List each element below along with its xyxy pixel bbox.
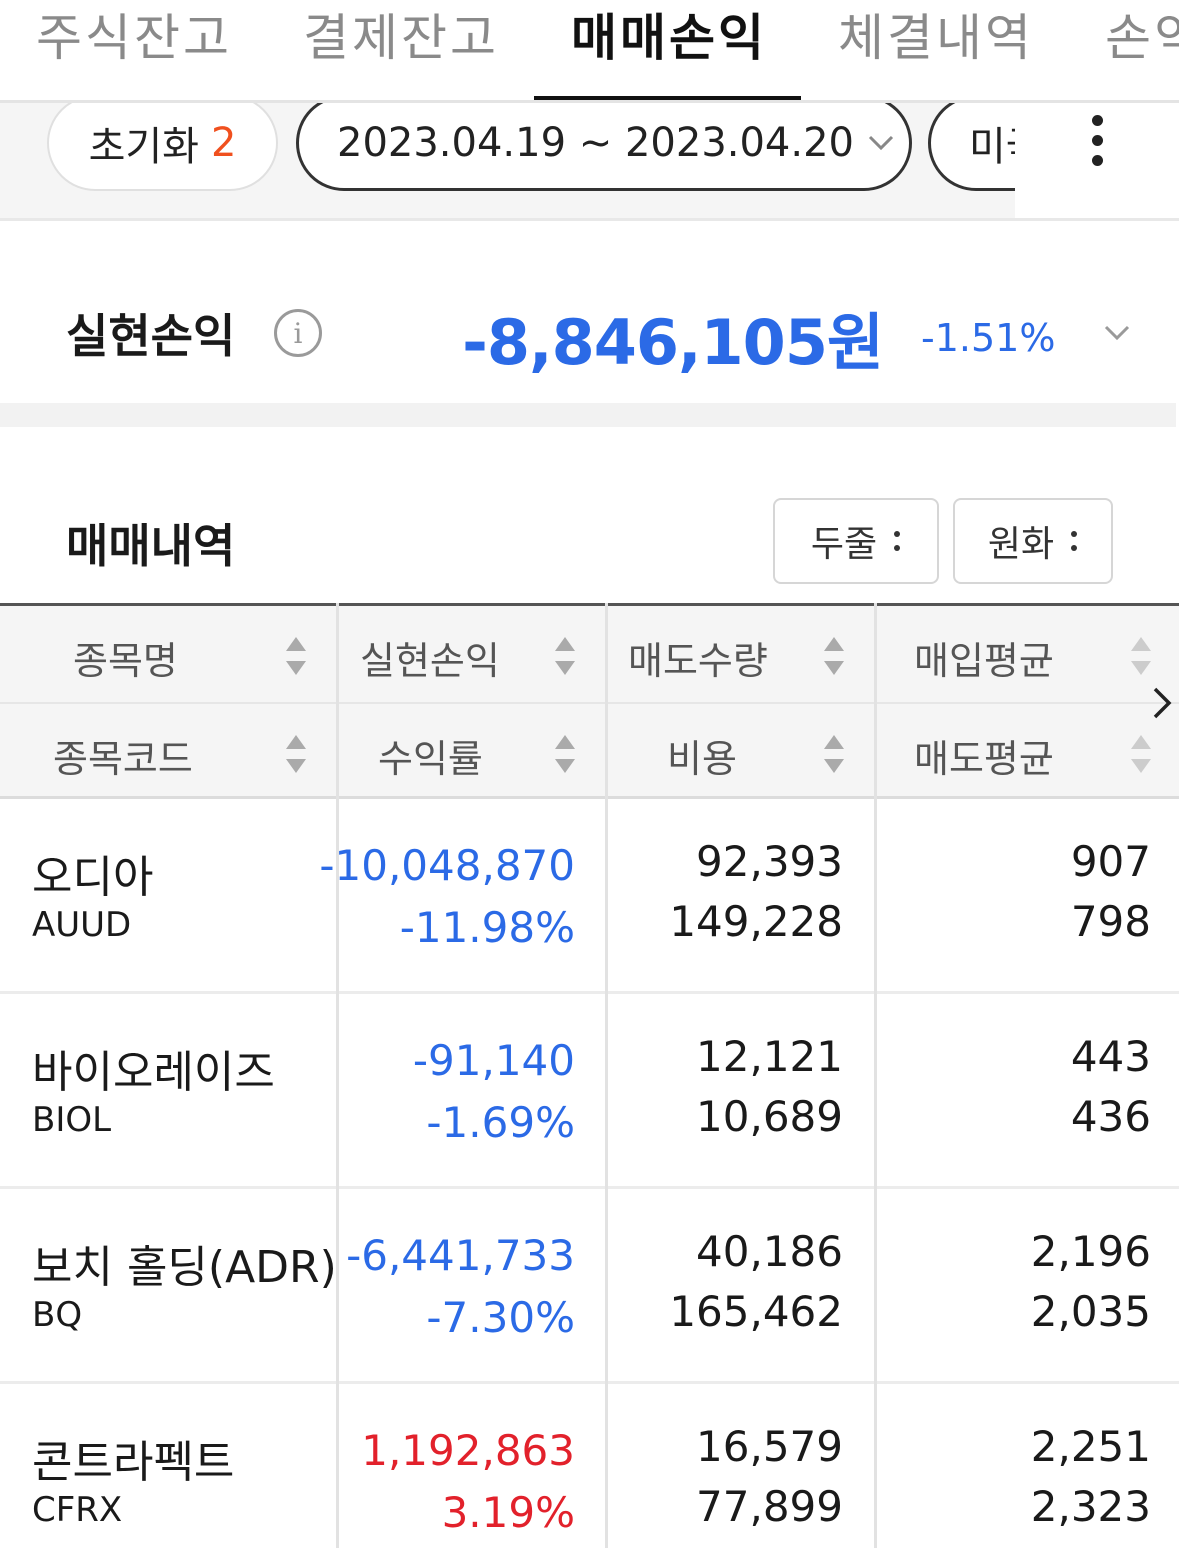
header-buy-average[interactable]: 매입평균: [914, 639, 1054, 683]
filter-divider: [0, 218, 1179, 221]
reset-count: 2: [210, 120, 237, 166]
reset-filters-button[interactable]: 초기화 2: [47, 103, 278, 191]
cost: 165,462: [669, 1287, 843, 1336]
tab-stock-balance[interactable]: 주식잔고: [36, 9, 232, 67]
sort-icon[interactable]: [1130, 733, 1152, 775]
buy-average: 2,196: [1030, 1227, 1151, 1276]
stock-name: 콘트라펙트: [32, 1437, 235, 1488]
header-cost[interactable]: 비용: [667, 737, 737, 781]
trade-history-title: 매매내역: [66, 519, 236, 573]
active-tab-indicator: [534, 96, 801, 100]
stock-code: BQ: [32, 1295, 83, 1335]
top-tab-bar: 주식잔고 결제잔고 매매손익 체결내역 손익: [0, 0, 1179, 100]
realized-pnl-rate: -1.51%: [921, 316, 1056, 360]
sell-average: 436: [1070, 1092, 1151, 1141]
stock-code: BIOL: [32, 1100, 112, 1140]
reset-label: 초기화: [88, 124, 199, 170]
header-sell-average[interactable]: 매도평균: [914, 737, 1054, 781]
header-row-divider: [0, 702, 1179, 704]
return-rate: -11.98%: [399, 903, 575, 952]
return-rate: 3.19%: [441, 1488, 575, 1537]
stock-name: 오디아: [32, 852, 154, 903]
section-separator: [0, 403, 1176, 427]
buy-average: 2,251: [1030, 1422, 1151, 1471]
header-sell-quantity[interactable]: 매도수량: [628, 639, 768, 683]
sort-icon[interactable]: [285, 733, 307, 775]
realized-pnl-value: -8,846,105원: [462, 306, 884, 379]
stock-name: 보치 홀딩(ADR): [32, 1242, 337, 1293]
table-row[interactable]: 오디아 AUUD -10,048,870 -11.98% 92,393 149,…: [0, 799, 1179, 994]
expand-chevron-icon[interactable]: [1103, 318, 1131, 346]
currency-button[interactable]: 원화: [953, 498, 1113, 584]
sort-icon[interactable]: [554, 635, 576, 677]
table-row[interactable]: 보치 홀딩(ADR) BQ -6,441,733 -7.30% 40,186 1…: [0, 1189, 1179, 1384]
tab-pnl[interactable]: 손익: [1105, 9, 1179, 67]
stock-code: CFRX: [32, 1490, 123, 1530]
row-display-label: 두줄: [810, 524, 878, 565]
chevron-down-icon: [868, 128, 894, 158]
column-divider: [336, 603, 339, 1548]
sort-icon[interactable]: [823, 635, 845, 677]
sell-average: 2,035: [1030, 1287, 1151, 1336]
date-range-text: 2023.04.19 ~ 2023.04.20: [337, 120, 854, 166]
info-icon[interactable]: i: [274, 309, 322, 357]
return-rate: -7.30%: [426, 1293, 575, 1342]
more-dots-icon: [1070, 528, 1078, 554]
table-row[interactable]: 바이오레이즈 BIOL -91,140 -1.69% 12,121 10,689…: [0, 994, 1179, 1189]
header-stock-code[interactable]: 종목코드: [53, 737, 193, 781]
more-vertical-icon[interactable]: [1083, 115, 1113, 175]
sort-icon[interactable]: [823, 733, 845, 775]
sell-quantity: 92,393: [696, 837, 843, 886]
currency-label: 원화: [987, 524, 1055, 565]
sell-quantity: 40,186: [696, 1227, 843, 1276]
date-range-selector[interactable]: 2023.04.19 ~ 2023.04.20: [296, 103, 912, 191]
cost: 149,228: [669, 897, 843, 946]
realized-pnl-label: 실현손익: [66, 309, 236, 363]
sell-average: 798: [1070, 897, 1151, 946]
tabs-divider: [0, 100, 1179, 103]
tab-settlement-balance[interactable]: 결제잔고: [303, 9, 499, 67]
row-display-button[interactable]: 두줄: [773, 498, 939, 584]
table-header: 종목명 종목코드 실현손익 수익률 매도수량 비용 매입평균 매도평균: [0, 603, 1179, 799]
realized-pnl: 1,192,863: [361, 1426, 575, 1475]
tab-trading-pnl[interactable]: 매매손익: [571, 9, 767, 67]
table-row[interactable]: 콘트라펙트 CFRX 1,192,863 3.19% 16,579 77,899…: [0, 1384, 1179, 1548]
cost: 77,899: [696, 1482, 843, 1531]
header-stock-name[interactable]: 종목명: [73, 639, 178, 683]
realized-pnl: -6,441,733: [346, 1231, 575, 1280]
cost: 10,689: [696, 1092, 843, 1141]
return-rate: -1.69%: [426, 1098, 575, 1147]
sort-icon[interactable]: [554, 733, 576, 775]
filter-bar: 초기화 2 2023.04.19 ~ 2023.04.20 미국: [0, 103, 1179, 220]
sort-icon[interactable]: [285, 635, 307, 677]
buy-average: 443: [1070, 1032, 1151, 1081]
sell-quantity: 16,579: [696, 1422, 843, 1471]
column-divider: [874, 603, 877, 1548]
column-divider: [605, 603, 608, 1548]
more-dots-icon: [893, 528, 901, 554]
tab-execution-history[interactable]: 체결내역: [838, 9, 1034, 67]
sell-quantity: 12,121: [696, 1032, 843, 1081]
realized-pnl: -10,048,870: [319, 841, 575, 890]
header-realized-pnl[interactable]: 실현손익: [360, 639, 500, 683]
realized-pnl: -91,140: [412, 1036, 575, 1085]
stock-name: 바이오레이즈: [32, 1047, 275, 1098]
sell-average: 2,323: [1030, 1482, 1151, 1531]
buy-average: 907: [1070, 837, 1151, 886]
chevron-right-icon[interactable]: [1150, 686, 1174, 720]
sort-icon[interactable]: [1130, 635, 1152, 677]
header-return-rate[interactable]: 수익률: [378, 737, 483, 781]
stock-code: AUUD: [32, 905, 132, 945]
